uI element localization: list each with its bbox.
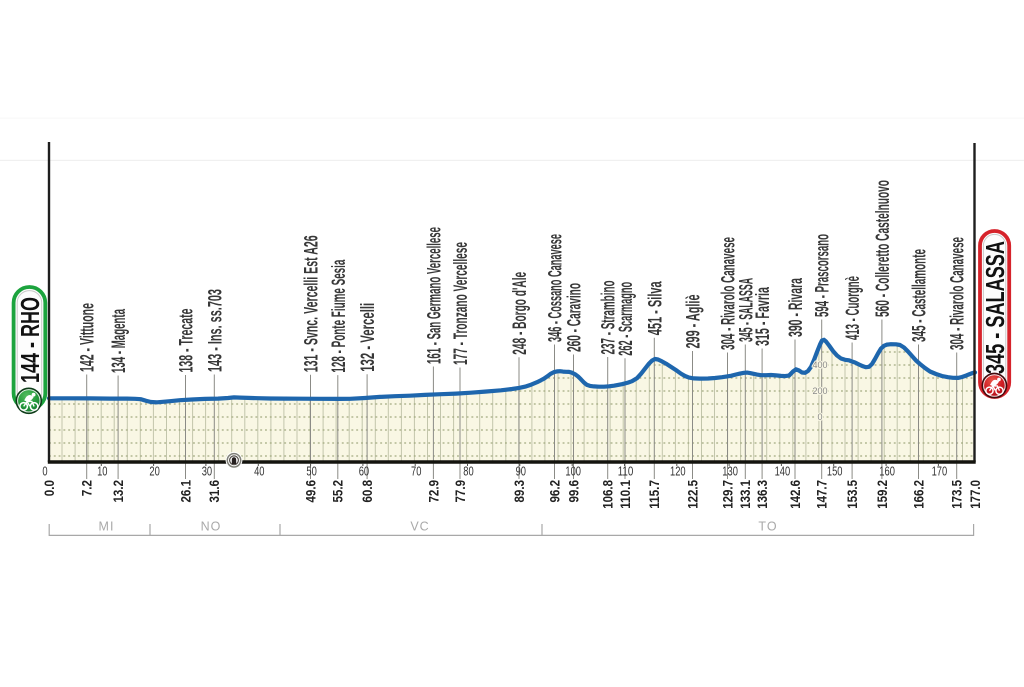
svg-text:89.3: 89.3	[512, 480, 527, 503]
svg-text:MI: MI	[99, 520, 115, 534]
svg-text:594 - Prascorsano: 594 - Prascorsano	[813, 234, 834, 317]
svg-text:72.9: 72.9	[426, 480, 441, 503]
svg-text:122.5: 122.5	[685, 480, 700, 509]
svg-text:134 - Magenta: 134 - Magenta	[109, 309, 130, 373]
svg-text:413 - Cuorgnè: 413 - Cuorgnè	[843, 276, 864, 340]
svg-text:345 - SALASSA: 345 - SALASSA	[736, 278, 757, 342]
svg-text:10: 10	[97, 465, 107, 479]
svg-text:20: 20	[149, 465, 159, 479]
svg-text:260 - Caravino: 260 - Caravino	[565, 283, 586, 352]
svg-text:166.2: 166.2	[911, 480, 926, 509]
svg-text:147.7: 147.7	[815, 480, 830, 509]
svg-text:132 - Vercelli: 132 - Vercelli	[358, 303, 379, 372]
svg-text:26.1: 26.1	[178, 480, 193, 503]
svg-text:0: 0	[817, 412, 822, 422]
svg-text:142.6: 142.6	[788, 480, 803, 509]
svg-text:55.2: 55.2	[331, 480, 346, 503]
svg-text:304 - Rivarolo Canavese: 304 - Rivarolo Canavese	[719, 237, 740, 350]
svg-text:0.0: 0.0	[42, 480, 57, 496]
svg-text:560 - Colleretto Castelnuovo: 560 - Colleretto Castelnuovo	[873, 180, 894, 317]
svg-text:NO: NO	[201, 520, 222, 534]
svg-text:13.2: 13.2	[111, 480, 126, 503]
svg-text:TO: TO	[758, 520, 777, 534]
svg-text:345 - SALASSA: 345 - SALASSA	[980, 241, 1010, 374]
svg-text:0: 0	[42, 465, 47, 479]
svg-text:315 - Favria: 315 - Favria	[753, 287, 774, 346]
svg-text:60: 60	[359, 465, 369, 479]
svg-text:153.5: 153.5	[845, 480, 860, 509]
svg-text:390 - Rivara: 390 - Rivara	[786, 278, 807, 337]
svg-text:7.2: 7.2	[80, 480, 95, 496]
svg-text:451 - Silva: 451 - Silva	[645, 281, 666, 335]
svg-text:49.6: 49.6	[303, 480, 318, 503]
svg-text:133.1: 133.1	[738, 480, 753, 509]
svg-text:80: 80	[463, 465, 473, 479]
svg-text:237 - Strambino: 237 - Strambino	[599, 281, 620, 355]
svg-text:115.7: 115.7	[647, 480, 662, 509]
svg-text:96.2: 96.2	[547, 480, 562, 503]
svg-text:31.6: 31.6	[207, 480, 222, 503]
svg-text:120: 120	[670, 465, 686, 479]
svg-text:138 - Trecate: 138 - Trecate	[177, 309, 198, 373]
svg-text:60.8: 60.8	[360, 480, 375, 503]
svg-text:143 - Ins. ss.703: 143 - Ins. ss.703	[205, 289, 226, 372]
svg-text:30: 30	[202, 465, 212, 479]
svg-text:110.1: 110.1	[618, 480, 633, 509]
svg-text:248 - Borgo d'Ale: 248 - Borgo d'Ale	[510, 272, 531, 355]
svg-text:106.8: 106.8	[601, 480, 616, 509]
svg-text:131 - Svnc. Vercelli Est A26: 131 - Svnc. Vercelli Est A26	[302, 235, 323, 372]
svg-text:142 - Vittuone: 142 - Vittuone	[78, 303, 99, 372]
svg-text:173.5: 173.5	[950, 480, 965, 509]
svg-text:345 - Castellamonte: 345 - Castellamonte	[910, 249, 931, 342]
svg-text:299 - Agliè: 299 - Agliè	[684, 295, 705, 349]
svg-text:177 - Tronzano Vercellese: 177 - Tronzano Vercellese	[451, 242, 472, 365]
svg-text:177.0: 177.0	[968, 480, 983, 509]
svg-text:200: 200	[812, 386, 827, 396]
svg-text:400: 400	[812, 360, 827, 370]
svg-text:100: 100	[565, 465, 581, 479]
svg-text:70: 70	[411, 465, 421, 479]
svg-text:50: 50	[306, 465, 316, 479]
svg-text:99.6: 99.6	[566, 480, 581, 503]
svg-text:110: 110	[618, 465, 634, 479]
svg-text:160: 160	[879, 465, 895, 479]
svg-text:VC: VC	[410, 520, 429, 534]
svg-text:144 - RHO: 144 - RHO	[15, 297, 45, 383]
svg-text:77.9: 77.9	[453, 480, 468, 503]
svg-text:262 - Scarmagno: 262 - Scarmagno	[616, 282, 637, 356]
svg-text:136.3: 136.3	[755, 480, 770, 509]
svg-text:304 - Rivarolo Canavese: 304 - Rivarolo Canavese	[948, 237, 969, 350]
svg-text:130: 130	[722, 465, 738, 479]
svg-text:161 - San Germano Vercellese: 161 - San Germano Vercellese	[424, 227, 445, 364]
svg-text:346 - Cossano Canavese: 346 - Cossano Canavese	[546, 234, 567, 342]
svg-text:159.2: 159.2	[875, 480, 890, 509]
svg-text:150: 150	[827, 465, 843, 479]
svg-text:128 - Ponte Fiume Sesia: 128 - Ponte Fiume Sesia	[329, 259, 350, 372]
svg-text:129.7: 129.7	[720, 480, 735, 509]
svg-text:140: 140	[775, 465, 791, 479]
svg-text:170: 170	[932, 465, 948, 479]
svg-text:40: 40	[254, 465, 264, 479]
svg-text:90: 90	[516, 465, 526, 479]
